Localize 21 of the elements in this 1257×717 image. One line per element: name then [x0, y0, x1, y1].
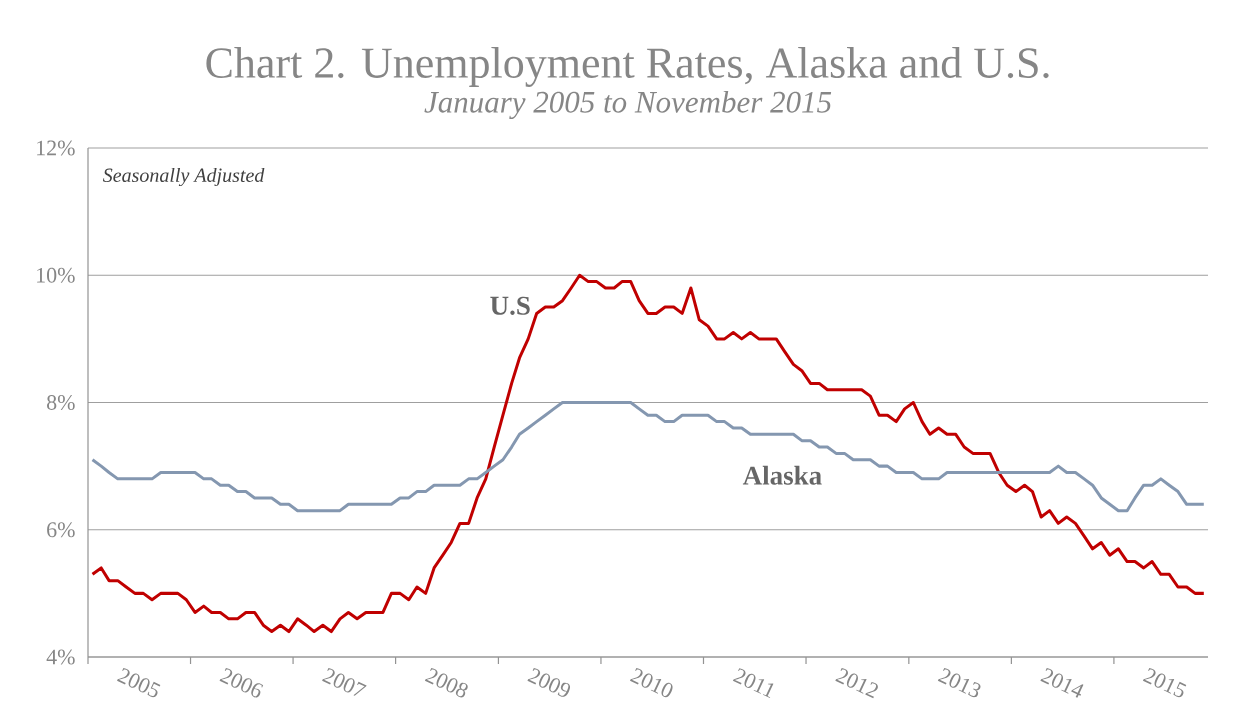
x-tick-label: 2008 [424, 668, 468, 698]
y-tick-label: 6% [47, 522, 75, 538]
y-tick-label: 8% [47, 395, 75, 410]
chart-title: Chart 2. Unemployment Rates, Alaska and U.S. [206, 46, 1049, 88]
x-tick-label: 2006 [219, 668, 264, 698]
x-tick-label: 2009 [527, 668, 571, 697]
x-tick-label: 2010 [629, 668, 673, 698]
x-tick-label: 2013 [937, 668, 981, 698]
y-tick-label: 4% [46, 649, 75, 665]
x-tick-label: 2007 [322, 668, 367, 696]
annotation: Seasonally Adjusted [102, 167, 265, 187]
x-tick-label: 2014 [1040, 668, 1084, 698]
series-label: U.S [490, 296, 530, 315]
x-tick-label: 2012 [835, 668, 878, 699]
y-tick-label: 12% [37, 140, 75, 156]
series-label: Alaska [742, 465, 822, 485]
y-tick-label: 10% [37, 267, 75, 283]
x-tick-label: 2005 [117, 668, 161, 698]
x-tick-label: 2011 [732, 668, 774, 699]
x-tick-label: 2015 [1142, 668, 1187, 698]
chart-subtitle: January 2005 to November 2015 [424, 90, 832, 120]
